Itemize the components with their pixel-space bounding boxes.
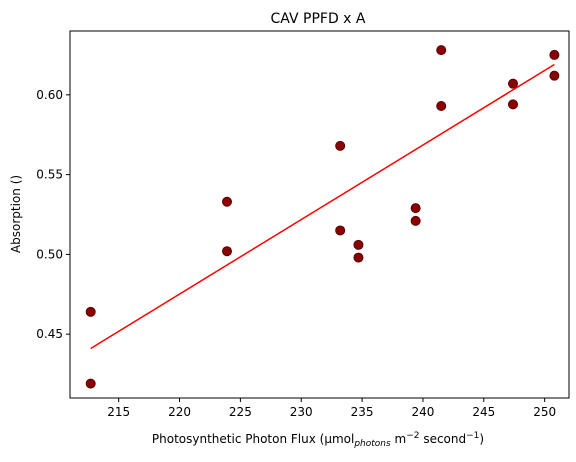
- x-axis-label-sup1: −2: [406, 431, 419, 441]
- y-tick-label: 0.55: [36, 168, 63, 182]
- x-axis-label-subscript: photons: [353, 439, 391, 449]
- scatter-point: [508, 78, 519, 89]
- scatter-point: [410, 215, 421, 226]
- scatter-point: [85, 306, 96, 317]
- y-tick-label: 0.45: [36, 327, 63, 341]
- x-tick-label: 220: [168, 405, 191, 419]
- regression-line: [90, 63, 555, 350]
- plot-frame: [69, 30, 570, 399]
- x-axis-label-sup2: −1: [466, 431, 479, 441]
- scatter-point: [353, 252, 364, 263]
- chart-title: CAV PPFD x A: [271, 11, 366, 27]
- y-axis-label: Absorption (): [9, 175, 23, 253]
- scatter-point: [85, 378, 96, 389]
- scatter-point: [549, 49, 560, 60]
- x-tick-label: 225: [229, 405, 252, 419]
- scatter-point: [222, 196, 233, 207]
- scatter-point: [222, 246, 233, 257]
- x-axis-label-mid: m: [391, 432, 407, 446]
- x-axis-ticks: 215 220 225 230 235 240 245 250: [107, 398, 556, 419]
- x-tick-label: 245: [472, 405, 495, 419]
- scatter-point: [436, 100, 447, 111]
- x-axis-label: Photosynthetic Photon Flux (μmolphotons …: [152, 431, 484, 449]
- scatter-point: [335, 225, 346, 236]
- y-tick-label: 0.50: [36, 247, 63, 261]
- scatter-point: [436, 45, 447, 56]
- x-axis-label-mid2: second: [420, 432, 467, 446]
- x-axis-label-prefix: Photosynthetic Photon Flux (μmol: [152, 432, 354, 446]
- x-tick-label: 230: [290, 405, 313, 419]
- scatter-point: [353, 239, 364, 250]
- plot-area: [85, 45, 560, 389]
- scatter-point: [508, 99, 519, 110]
- scatter-point: [335, 140, 346, 151]
- scatter-point: [410, 203, 421, 214]
- scatter-point: [549, 70, 560, 81]
- x-tick-label: 240: [411, 405, 434, 419]
- y-axis-ticks: 0.45 0.50 0.55 0.60: [36, 88, 70, 341]
- x-tick-label: 215: [107, 405, 130, 419]
- x-axis-label-suffix: ): [479, 432, 484, 446]
- y-tick-label: 0.60: [36, 88, 63, 102]
- x-tick-label: 235: [351, 405, 374, 419]
- x-tick-label: 250: [533, 405, 556, 419]
